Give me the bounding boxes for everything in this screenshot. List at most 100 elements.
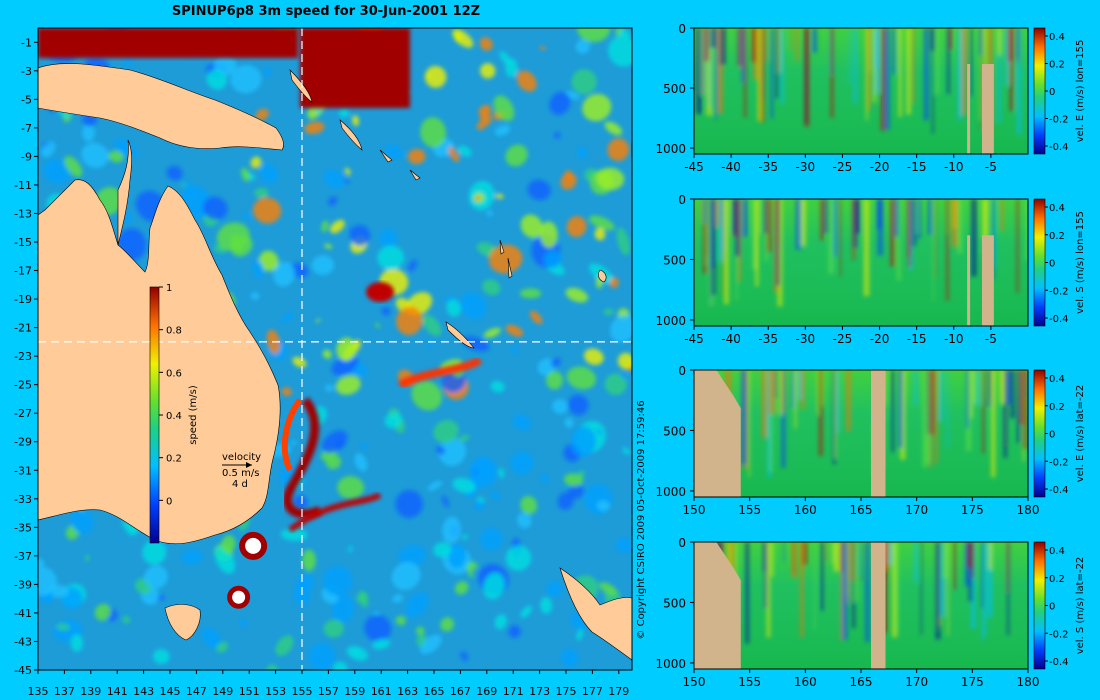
- section-stripe: [932, 199, 935, 302]
- section-stripe: [988, 370, 992, 408]
- section-stripe: [865, 28, 868, 121]
- texture-blob: [38, 567, 57, 596]
- texture-blob: [395, 615, 406, 626]
- texture-blob: [448, 544, 466, 569]
- texture-blob: [427, 480, 443, 491]
- velocity-key-title: velocity: [222, 452, 261, 463]
- section-stripe: [757, 28, 763, 122]
- texture-blob: [113, 139, 139, 157]
- texture-blob: [615, 537, 632, 553]
- section-stripe: [791, 370, 795, 409]
- section-colorbar: [1033, 541, 1046, 670]
- map-x-tick-label: 143: [133, 685, 154, 698]
- texture-blob: [543, 250, 562, 269]
- map-x-axis: 135 137 139 141 143 145 147 149 151 153 155 157 159 1…: [28, 670, 629, 698]
- texture-blob: [206, 69, 228, 90]
- section-stripe: [711, 199, 716, 296]
- texture-blob: [38, 558, 45, 569]
- section-stripe: [947, 542, 949, 636]
- section-stripes: [696, 28, 1022, 136]
- texture-blob: [468, 571, 474, 578]
- texture-blob: [216, 222, 250, 251]
- section-stripe: [765, 28, 768, 62]
- section-stripe: [767, 370, 771, 478]
- texture-blob: [181, 190, 193, 199]
- section-stripe: [741, 28, 745, 84]
- section-stripe: [979, 28, 982, 56]
- section-stripe: [920, 542, 923, 635]
- map-x-tick-label: 151: [239, 685, 260, 698]
- texture-blob: [293, 495, 308, 509]
- texture-blob: [610, 314, 632, 343]
- texture-blob: [516, 70, 537, 92]
- section-stripe: [812, 28, 818, 53]
- new-ireland: [289, 69, 313, 103]
- texture-blob: [64, 155, 83, 178]
- section-stripe: [904, 370, 907, 397]
- texture-blob: [438, 437, 467, 467]
- section-stripe: [766, 542, 771, 638]
- section-stripe: [898, 370, 903, 449]
- texture-blob: [519, 288, 542, 299]
- texture-blob: [460, 651, 469, 661]
- map-y-tick-label: -37: [14, 550, 32, 563]
- texture-blob: [461, 534, 468, 540]
- texture-blob: [474, 195, 481, 202]
- section-x-tick-label: -30: [796, 332, 816, 346]
- texture-blob: [596, 167, 625, 191]
- texture-blob: [328, 196, 338, 206]
- jet-band: [398, 356, 483, 389]
- texture-blob: [566, 216, 587, 238]
- section-stripe: [833, 542, 840, 572]
- map-y-tick-label: -11: [14, 179, 32, 192]
- texture-blob: [565, 91, 581, 100]
- section-stripe: [880, 28, 886, 131]
- section-land-mask: [871, 542, 886, 669]
- texture-blob: [321, 430, 348, 454]
- texture-blob: [275, 635, 294, 656]
- section-stripe: [822, 370, 824, 406]
- section-stripe: [722, 199, 724, 296]
- texture-blob: [280, 312, 294, 323]
- map-x-tick-label: 169: [476, 685, 497, 698]
- section-x-tick-label: 180: [1017, 675, 1040, 689]
- texture-blob: [419, 634, 442, 655]
- map-y-tick-label: -1: [21, 36, 32, 49]
- section-x-tick-label: -15: [907, 332, 927, 346]
- section-stripe: [865, 542, 870, 643]
- colorbar-tick-label: 1: [166, 283, 172, 294]
- texture-blob: [568, 483, 585, 499]
- section-x-tick-label: 175: [961, 503, 984, 517]
- texture-blob: [348, 545, 353, 553]
- section-stripe: [949, 28, 953, 50]
- new-guinea: [38, 63, 284, 151]
- map-y-tick-label: -5: [21, 93, 32, 106]
- section-stripe: [887, 542, 893, 565]
- section-stripe: [833, 370, 836, 465]
- section-stripe: [892, 28, 896, 75]
- map-x-tick-label: 141: [107, 685, 128, 698]
- section-stripe: [704, 28, 710, 62]
- texture-blob: [372, 639, 391, 650]
- velocity-key-arrowhead: [246, 462, 252, 468]
- section-stripe: [922, 370, 927, 468]
- texture-blob: [517, 512, 532, 529]
- section-x-tick-label: 165: [850, 675, 873, 689]
- texture-blob: [241, 167, 250, 182]
- map-x-tick-label: 135: [28, 685, 49, 698]
- texture-blob: [480, 527, 503, 551]
- section-stripe: [794, 370, 797, 429]
- texture-blob: [381, 307, 391, 316]
- texture-blob: [458, 434, 470, 442]
- section-colorbar-tick-label: 0: [1049, 259, 1055, 270]
- section-stripe: [718, 199, 723, 262]
- section-stripe: [833, 199, 838, 257]
- section-y-tick-label: 1000: [655, 657, 686, 671]
- map-x-tick-label: 165: [424, 685, 445, 698]
- texture-blob: [94, 603, 112, 621]
- section-x-tick-label: -5: [985, 332, 997, 346]
- texture-blob: [280, 528, 308, 541]
- texture-blob: [452, 477, 476, 493]
- section-x-tick-label: -45: [684, 332, 704, 346]
- section-stripe: [845, 370, 851, 431]
